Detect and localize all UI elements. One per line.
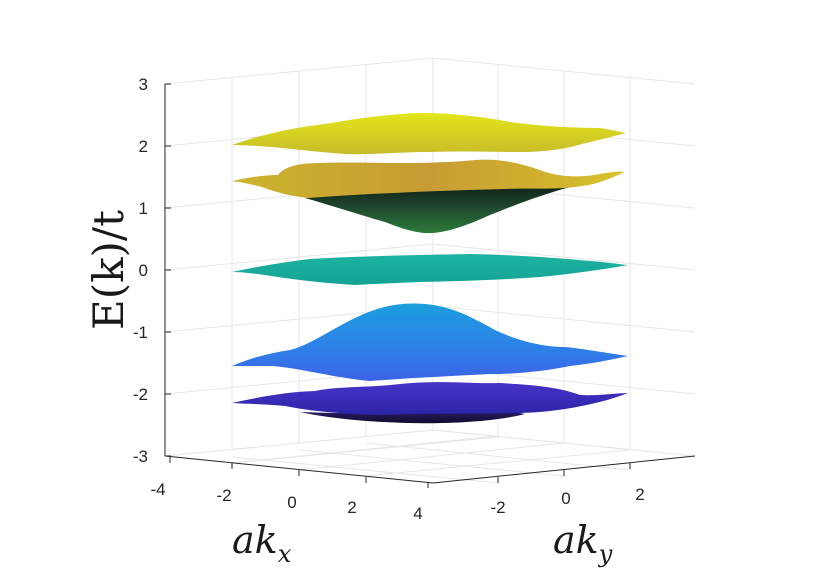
band-upper — [232, 159, 624, 234]
band-upper-underside — [305, 183, 585, 234]
y-axis-label-sub: y — [598, 540, 613, 568]
x-tick-label: -2 — [216, 486, 231, 505]
band-lower-surface — [232, 303, 628, 381]
z-tick-label: 0 — [139, 261, 148, 280]
z-tick-label: -1 — [133, 323, 148, 342]
z-tick-label: 2 — [139, 137, 148, 156]
y-axis-label-base: ak — [553, 518, 599, 562]
x-tick-label: 2 — [347, 498, 356, 517]
z-tick-label: 1 — [139, 199, 148, 218]
x-tick-labels: -4 -2 0 2 4 — [150, 480, 422, 523]
z-tick-label: 3 — [139, 75, 148, 94]
z-tick-label: -3 — [133, 447, 148, 466]
z-axis-label: E(k)/t — [84, 210, 133, 330]
x-tick-label: -4 — [150, 480, 165, 499]
band-flat-surface — [232, 254, 628, 285]
x-tick-label: 4 — [413, 504, 422, 523]
y-tick-label: -2 — [490, 498, 505, 517]
x-axis-label-sub: x — [278, 540, 292, 568]
axes — [164, 83, 696, 488]
y-axis-label: aky — [553, 518, 613, 568]
y-tick-labels: -2 0 2 — [490, 485, 644, 517]
x-tick-label: 0 — [287, 493, 296, 512]
band-bottom-surface — [232, 382, 628, 415]
y-axis-line — [432, 455, 696, 484]
band-upper-surface — [232, 159, 624, 198]
band-flat — [232, 254, 628, 285]
z-tick-labels: -3 -2 -1 0 1 2 3 — [133, 75, 148, 466]
x-axis-label-base: ak — [232, 518, 278, 562]
y-tick-label: 0 — [561, 489, 570, 508]
x-axis-label: akx — [232, 518, 292, 568]
band-bottom — [232, 382, 628, 424]
z-tick-label: -2 — [133, 385, 148, 404]
band-top-surface — [232, 113, 626, 155]
y-tick-label: 2 — [635, 485, 644, 504]
x-axis-line — [164, 455, 434, 484]
band-top — [232, 113, 626, 155]
band-lower — [232, 303, 628, 381]
